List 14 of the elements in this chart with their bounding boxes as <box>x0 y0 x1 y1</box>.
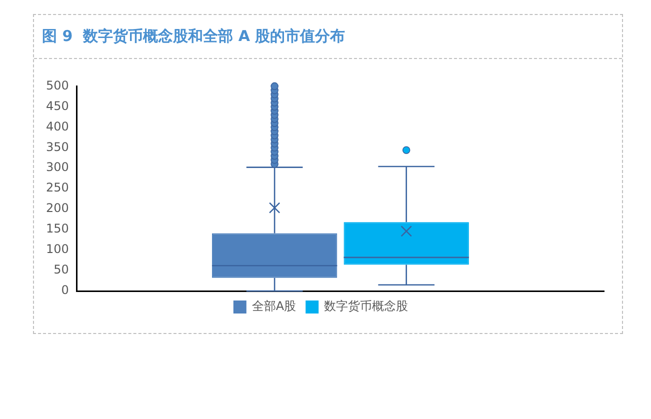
chart-title: 图 9 数字货币概念股和全部 A 股的市值分布 <box>34 15 622 59</box>
y-tick-label: 100 <box>46 242 69 256</box>
y-tick-label: 200 <box>46 201 69 216</box>
y-tick-label: 350 <box>46 140 69 154</box>
y-tick-label: 400 <box>46 119 69 134</box>
y-tick-label: 250 <box>46 180 69 195</box>
y-tick-label: 50 <box>54 262 69 277</box>
legend-label: 数字货币概念股 <box>324 299 408 314</box>
y-tick-label: 500 <box>46 78 69 92</box>
y-tick-label: 0 <box>61 283 69 298</box>
legend-label: 全部A股 <box>252 299 296 314</box>
y-tick-label: 150 <box>46 222 69 236</box>
y-tick-label: 450 <box>46 98 69 113</box>
y-tick-label: 300 <box>46 160 69 174</box>
